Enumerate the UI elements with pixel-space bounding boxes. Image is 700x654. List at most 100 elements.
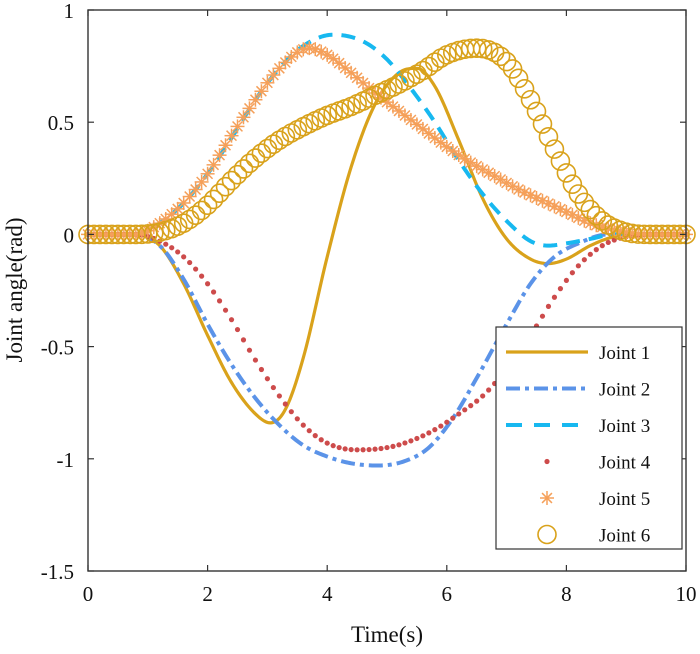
- data-point: [574, 192, 595, 213]
- data-point: [456, 411, 462, 417]
- data-point: [414, 435, 420, 442]
- data-point: [276, 393, 282, 399]
- data-point: [432, 427, 438, 433]
- data-point: [205, 281, 211, 287]
- data-point: [557, 286, 564, 292]
- data-point: [463, 155, 478, 170]
- y-tick-label: -1.5: [41, 560, 74, 584]
- data-point: [330, 443, 336, 449]
- data-point: [222, 307, 229, 313]
- data-point: [462, 407, 468, 413]
- x-tick-label: 8: [561, 582, 572, 606]
- legend-item: Joint 1: [506, 343, 650, 364]
- data-point: [426, 430, 432, 436]
- legend-swatch: [540, 491, 554, 505]
- data-point: [360, 447, 366, 453]
- legend: Joint 1 Joint 2 Joint 3 Joint 4 Joint 5 Joint…: [495, 326, 683, 550]
- data-point: [234, 326, 241, 333]
- data-point: [396, 442, 402, 448]
- data-point: [520, 89, 541, 110]
- data-point: [378, 445, 384, 452]
- legend-label: Joint 1: [599, 343, 650, 364]
- legend-label: Joint 2: [599, 380, 650, 401]
- y-axis-label: Joint angle(rad): [2, 218, 27, 363]
- data-point: [442, 42, 463, 63]
- data-point: [199, 273, 205, 279]
- data-point: [545, 303, 552, 310]
- data-point: [547, 199, 562, 214]
- data-point: [569, 270, 575, 276]
- data-point: [575, 263, 581, 269]
- data-point: [218, 138, 233, 153]
- x-tick-label: 0: [83, 582, 94, 606]
- data-point: [275, 126, 296, 147]
- data-point: [670, 224, 690, 245]
- data-point: [181, 254, 187, 260]
- data-point: [308, 42, 323, 57]
- data-point: [427, 131, 442, 146]
- data-point: [354, 447, 360, 453]
- data-point: [338, 60, 353, 75]
- data-point: [236, 110, 251, 125]
- data-point: [209, 183, 230, 203]
- data-point: [288, 409, 294, 415]
- legend-item: Joint 4: [544, 453, 651, 474]
- data-point: [490, 46, 511, 67]
- data-point: [593, 247, 599, 253]
- data-point: [185, 205, 206, 225]
- data-point: [258, 366, 265, 373]
- legend-label: Joint 5: [599, 489, 650, 510]
- data-point: [324, 440, 330, 446]
- data-point: [193, 266, 199, 272]
- legend-box: [495, 326, 683, 550]
- data-point: [294, 416, 300, 422]
- data-point: [252, 357, 259, 363]
- data-point: [529, 190, 544, 205]
- legend-item: Joint 6: [537, 524, 650, 547]
- data-point: [384, 444, 390, 451]
- data-point: [270, 384, 276, 391]
- data-point: [221, 170, 242, 191]
- legend-label: Joint 6: [599, 526, 650, 547]
- data-point: [408, 438, 414, 444]
- data-point: [508, 68, 529, 89]
- data-point: [415, 121, 430, 136]
- data-point: [203, 189, 224, 210]
- data-point: [605, 239, 611, 246]
- data-point: [312, 433, 318, 439]
- legend-item: Joint 5: [540, 489, 650, 510]
- data-point: [169, 245, 175, 251]
- data-point: [372, 446, 378, 452]
- data-point: [242, 101, 257, 116]
- y-tick-label: 0: [64, 223, 75, 247]
- series-joint-2: [88, 232, 686, 468]
- series-line: [88, 32, 686, 248]
- legend-item: Joint 3: [506, 416, 650, 437]
- data-point: [474, 398, 480, 404]
- data-point: [563, 277, 570, 284]
- data-point: [194, 174, 209, 189]
- data-point: [444, 419, 450, 425]
- legend-item: Joint 2: [506, 380, 650, 401]
- data-point: [526, 101, 547, 122]
- axis-ticks: 0 2 4 6 8 10 -1.5 -1 -0.5 0 0.5 1: [41, 0, 697, 606]
- legend-label: Joint 4: [599, 453, 651, 474]
- data-point: [366, 446, 372, 453]
- data-point: [514, 78, 535, 99]
- data-point: [260, 75, 275, 90]
- data-point: [254, 84, 269, 99]
- data-point: [210, 289, 217, 295]
- data-point: [318, 437, 324, 443]
- data-point: [438, 423, 444, 429]
- data-point: [239, 153, 260, 174]
- data-point: [439, 139, 454, 154]
- data-point: [246, 347, 253, 353]
- data-point: [228, 317, 235, 323]
- data-point: [197, 195, 218, 216]
- data-point: [143, 223, 164, 244]
- data-point: [306, 428, 312, 434]
- data-point: [580, 199, 601, 220]
- data-point: [402, 440, 408, 446]
- data-point: [587, 251, 593, 257]
- data-point: [269, 130, 290, 150]
